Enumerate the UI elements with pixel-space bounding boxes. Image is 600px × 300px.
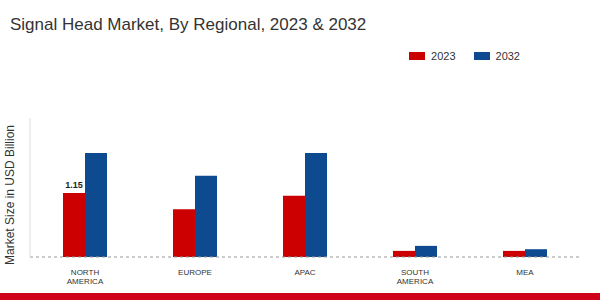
html-text:2023: 2023 (431, 50, 456, 62)
html-text:Signal Head Market, By Regiona: Signal Head Market, By Regional, 2023 & … (10, 15, 367, 34)
svg-text:NORTHAMERICA: NORTHAMERICA (67, 268, 104, 286)
svg-text:Market Size in USD Billion: Market Size in USD Billion (8, 125, 17, 265)
svg-text:APAC: APAC (294, 268, 315, 277)
html-text:2032: 2032 (495, 50, 520, 62)
svg-text:EUROPE: EUROPE (178, 268, 212, 277)
svg-text:MEA: MEA (516, 268, 534, 277)
svg-text:SOUTHAMERICA: SOUTHAMERICA (397, 268, 434, 286)
svg-text:1.15: 1.15 (65, 180, 83, 190)
